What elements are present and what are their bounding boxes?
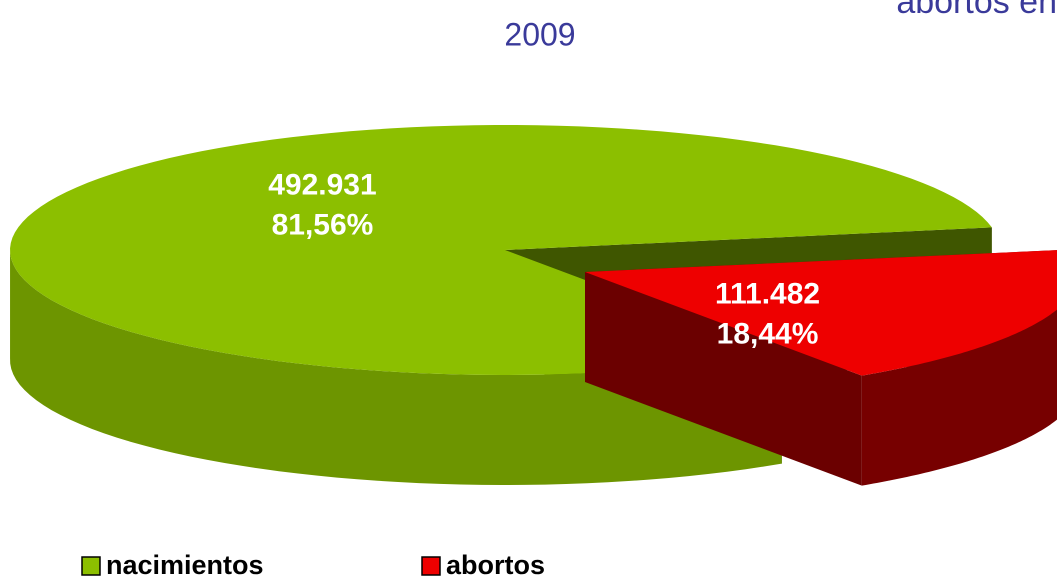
pie-slice [585, 250, 1057, 486]
legend-label: abortos [446, 550, 545, 580]
legend-swatch [421, 556, 441, 576]
legend-swatch [81, 556, 101, 576]
data-label: 492.931 [268, 168, 376, 201]
chart-title: abortos en [896, 0, 1057, 21]
data-label: 81,56% [272, 208, 374, 241]
slice-inner-wall [585, 272, 862, 486]
chart-subtitle: 2009 [504, 16, 575, 52]
slice-top [585, 250, 1057, 376]
data-label: 111.482 [715, 278, 820, 311]
slice-top [10, 125, 992, 375]
legend-label: nacimientos [106, 550, 264, 580]
slice-outer-wall [10, 248, 782, 485]
data-label: 18,44% [717, 318, 819, 351]
slice-outer-wall [861, 309, 1057, 486]
